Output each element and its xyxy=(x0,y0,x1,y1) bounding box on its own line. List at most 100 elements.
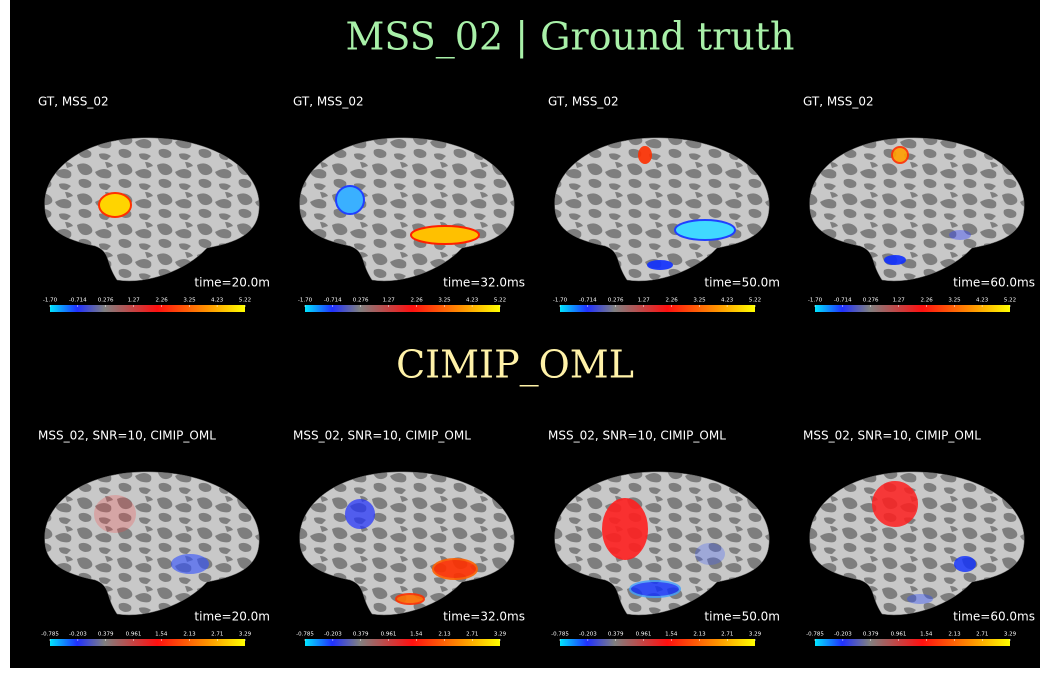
colorbar-tick: 2.26 xyxy=(920,298,933,304)
colorbar-tick: 0.961 xyxy=(636,632,652,638)
cortex xyxy=(44,471,260,616)
activation xyxy=(695,543,725,565)
colorbar-tick: 4.23 xyxy=(211,298,224,304)
colorbar-tick: 2.13 xyxy=(183,632,196,638)
colorbar-tick: -0.785 xyxy=(296,632,314,638)
colorbar xyxy=(50,639,245,646)
colorbar-tick: 2.13 xyxy=(693,632,706,638)
colorbar-tick: 0.379 xyxy=(353,632,369,638)
colorbar-tick: 2.71 xyxy=(721,632,733,638)
colorbar-tick: 5.22 xyxy=(494,298,506,304)
section-title: MSS_02 | Ground truth xyxy=(345,15,794,60)
colorbar-tick: -0.203 xyxy=(579,632,597,638)
colorbar-tick: -0.714 xyxy=(324,298,342,304)
colorbar-tick: -0.785 xyxy=(41,632,59,638)
panel-label: GT, MSS_02 xyxy=(38,95,109,109)
colorbar-tick: 2.26 xyxy=(155,298,168,304)
colorbar-tick: -0.785 xyxy=(551,632,569,638)
colorbar-tick: 4.23 xyxy=(721,298,734,304)
cortex xyxy=(554,137,770,282)
colorbar-tick: 1.54 xyxy=(665,632,678,638)
cortex xyxy=(809,471,1025,616)
brain xyxy=(809,471,1025,616)
brain xyxy=(44,137,260,282)
colorbar xyxy=(560,305,755,312)
panel-label: MSS_02, SNR=10, CIMIP_OML xyxy=(293,429,471,443)
cortex xyxy=(809,137,1025,282)
colorbar xyxy=(305,305,500,312)
colorbar-tick: 2.71 xyxy=(211,632,223,638)
section-title: CIMIP_OML xyxy=(396,343,634,388)
activation xyxy=(602,498,648,560)
colorbar-tick: -0.714 xyxy=(579,298,597,304)
colorbar-tick: -1.70 xyxy=(298,298,313,304)
colorbar-tick: -0.714 xyxy=(69,298,87,304)
activation xyxy=(891,146,909,164)
colorbar-tick: -1.70 xyxy=(43,298,58,304)
colorbar-tick: 3.29 xyxy=(749,632,762,638)
time-label: time=20.0m xyxy=(194,610,270,624)
colorbar-tick: 2.71 xyxy=(466,632,478,638)
colorbar-tick: -1.70 xyxy=(808,298,823,304)
brain xyxy=(299,471,515,616)
colorbar-tick: 3.29 xyxy=(239,632,252,638)
cortex xyxy=(44,137,260,282)
colorbar-tick: 2.13 xyxy=(438,632,451,638)
colorbar-tick: 4.23 xyxy=(466,298,479,304)
colorbar-tick: 1.27 xyxy=(383,298,396,304)
panel-label: MSS_02, SNR=10, CIMIP_OML xyxy=(548,429,726,443)
activation xyxy=(638,146,652,164)
time-label: time=60.0ms xyxy=(953,610,1035,624)
colorbar-tick: 0.961 xyxy=(126,632,142,638)
time-label: time=32.0ms xyxy=(443,276,525,290)
activation xyxy=(345,499,375,529)
colorbar-tick: 1.27 xyxy=(893,298,906,304)
activation xyxy=(949,230,971,240)
colorbar-tick: -0.203 xyxy=(324,632,342,638)
panel-label: GT, MSS_02 xyxy=(293,95,364,109)
colorbar-tick: 0.276 xyxy=(98,298,114,304)
activation xyxy=(432,558,478,580)
colorbar-tick: 3.29 xyxy=(494,632,507,638)
panel-label: MSS_02, SNR=10, CIMIP_OML xyxy=(803,429,981,443)
colorbar-tick: 0.379 xyxy=(98,632,114,638)
colorbar-tick: 5.22 xyxy=(749,298,761,304)
activation xyxy=(171,554,209,574)
colorbar-tick: 3.25 xyxy=(948,298,961,304)
colorbar-tick: 5.22 xyxy=(239,298,251,304)
colorbar xyxy=(305,639,500,646)
activation xyxy=(647,260,673,270)
colorbar-tick: 0.379 xyxy=(608,632,624,638)
time-label: time=50.0m xyxy=(704,276,780,290)
colorbar-tick: 3.25 xyxy=(183,298,196,304)
colorbar-tick: 1.54 xyxy=(920,632,933,638)
activation xyxy=(98,192,132,218)
activation xyxy=(410,225,480,245)
colorbar-tick: 0.276 xyxy=(608,298,624,304)
time-label: time=20.0m xyxy=(194,276,270,290)
panel-label: GT, MSS_02 xyxy=(548,95,619,109)
colorbar-tick: 0.276 xyxy=(353,298,369,304)
colorbar-tick: 0.379 xyxy=(863,632,879,638)
colorbar-tick: -0.714 xyxy=(834,298,852,304)
colorbar-tick: 1.54 xyxy=(410,632,423,638)
colorbar xyxy=(560,639,755,646)
colorbar-tick: 2.26 xyxy=(665,298,678,304)
activation xyxy=(395,593,425,605)
activation xyxy=(907,594,933,604)
colorbar-tick: 2.26 xyxy=(410,298,423,304)
panel-label: GT, MSS_02 xyxy=(803,95,874,109)
colorbar-tick: 3.29 xyxy=(1004,632,1017,638)
colorbar-tick: 3.25 xyxy=(693,298,706,304)
panel-label: MSS_02, SNR=10, CIMIP_OML xyxy=(38,429,216,443)
colorbar-tick: -0.785 xyxy=(806,632,824,638)
brain xyxy=(299,137,515,282)
activation xyxy=(94,495,136,533)
colorbar-tick: -0.203 xyxy=(834,632,852,638)
colorbar-tick: -0.203 xyxy=(69,632,87,638)
colorbar-tick: 3.25 xyxy=(438,298,451,304)
colorbar-tick: 1.27 xyxy=(128,298,141,304)
colorbar-tick: 5.22 xyxy=(1004,298,1016,304)
colorbar-tick: -1.70 xyxy=(553,298,568,304)
